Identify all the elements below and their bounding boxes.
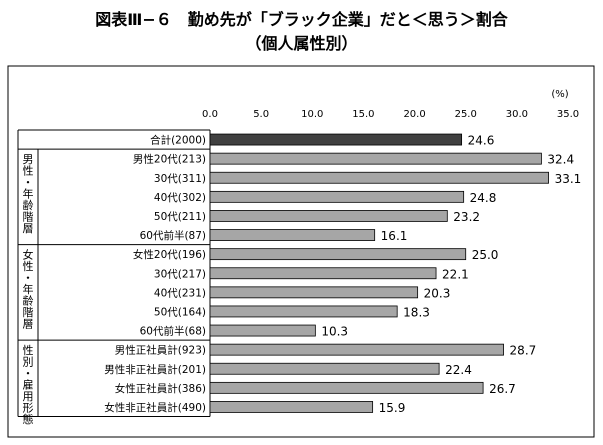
- x-tick-label: 20.0: [403, 109, 425, 120]
- bar: [209, 133, 463, 146]
- value-label: 24.8: [470, 191, 497, 205]
- group-label: 男性・年齢階層: [23, 153, 34, 235]
- bar: [209, 210, 448, 222]
- bar: [209, 381, 484, 394]
- bar: [209, 343, 504, 356]
- chart-title: 図表Ⅲ−６ 勤め先が「ブラック企業」だと＜思う＞割合: [95, 10, 508, 29]
- value-label: 33.1: [555, 172, 582, 186]
- group-label: 女性・年齢階層: [23, 248, 34, 331]
- bar: [209, 286, 419, 299]
- bar: [209, 248, 467, 261]
- category-label: 女性20代(196): [133, 248, 206, 261]
- bar: [209, 362, 440, 375]
- category-label: 合計(2000): [150, 134, 206, 147]
- category-label: 40代(231): [154, 287, 206, 299]
- value-label: 32.4: [547, 153, 574, 167]
- value-label: 23.2: [453, 210, 480, 224]
- x-tick-label: 0.0: [202, 109, 218, 120]
- value-label: 15.9: [379, 401, 406, 415]
- category-label: 60代前半(68): [140, 325, 206, 338]
- category-label: 男性20代(213): [133, 153, 206, 166]
- value-label: 25.0: [472, 248, 499, 262]
- category-label: 60代前半(87): [140, 229, 206, 242]
- value-label: 16.1: [381, 229, 408, 243]
- group-label: 性別・雇用形態: [23, 343, 34, 426]
- category-label: 50代(164): [154, 306, 206, 318]
- value-label: 20.3: [424, 286, 451, 300]
- category-label: 女性正社員計(386): [115, 382, 206, 395]
- bar: [209, 305, 398, 318]
- bar: [209, 267, 437, 280]
- value-label: 24.6: [468, 134, 495, 148]
- category-label: 男性正社員計(923): [115, 344, 206, 357]
- category-label: 50代(211): [154, 211, 206, 223]
- chart-subtitle: （個人属性別）: [245, 34, 358, 53]
- value-label: 22.4: [445, 363, 472, 377]
- value-label: 22.1: [442, 267, 469, 281]
- category-label: 男性非正社員計(201): [104, 363, 206, 376]
- x-tick-label: 25.0: [455, 109, 477, 120]
- value-label: 26.7: [489, 382, 516, 396]
- bar: [209, 324, 316, 337]
- x-tick-label: 35.0: [557, 109, 579, 120]
- chart-frame: [7, 65, 595, 438]
- unit-label: (%): [551, 89, 568, 100]
- x-tick-label: 5.0: [253, 109, 269, 120]
- x-tick-label: 30.0: [506, 109, 528, 120]
- value-label: 10.3: [321, 325, 348, 339]
- category-label: 30代(311): [154, 173, 206, 185]
- x-tick-label: 10.0: [301, 109, 323, 120]
- bar: [209, 190, 465, 203]
- value-label: 28.7: [510, 344, 537, 358]
- bar: [209, 171, 549, 184]
- bar: [209, 401, 374, 413]
- x-tick-label: 15.0: [352, 109, 374, 120]
- bar: [209, 152, 542, 165]
- value-label: 18.3: [403, 305, 430, 319]
- bar: [209, 229, 376, 241]
- category-label: 女性非正社員計(490): [104, 401, 206, 414]
- category-label: 30代(217): [154, 268, 206, 280]
- category-label: 40代(302): [154, 192, 206, 204]
